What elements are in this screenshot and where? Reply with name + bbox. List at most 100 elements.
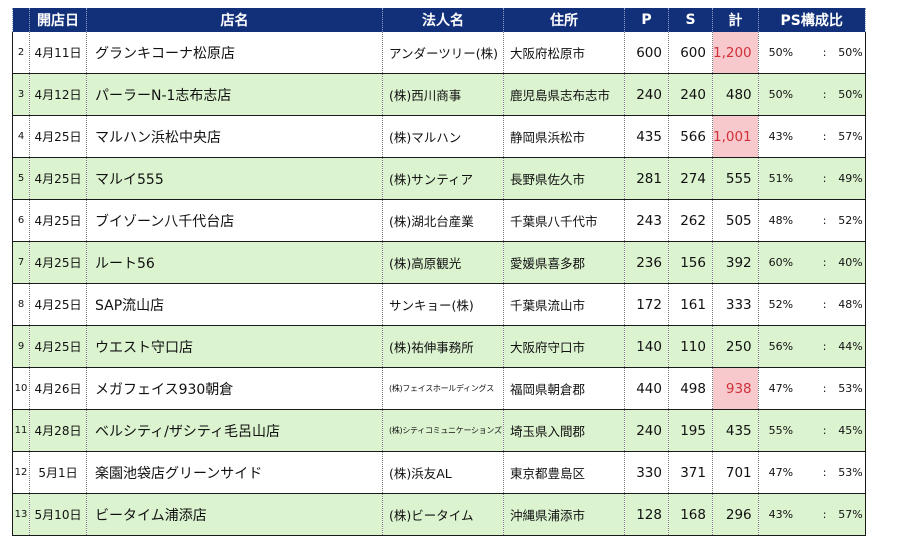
table-row[interactable]: 11 4月28日 ベルシティ/ザシティ毛呂山店 (株)シティコミュニケーションズ 埼玉県… [12,409,866,452]
corporation-cell[interactable]: サンキョー(株) [382,283,504,326]
s-count-cell[interactable]: 168 [668,493,713,536]
address-cell[interactable]: 静岡県浜松市 [503,115,625,158]
p-count-cell[interactable]: 600 [624,32,669,74]
table-row[interactable]: 5 4月25日 マルイ555 (株)サンティア 長野県佐久市 281 274 555 51%:4… [12,157,866,200]
table-row[interactable]: 6 4月25日 ブイゾーン八千代台店 (株)湖北台産業 千葉県八千代市 243 262 505… [12,199,866,242]
s-count-cell[interactable]: 110 [668,325,713,368]
total-count-cell[interactable]: 435 [712,409,759,452]
ps-ratio-cell[interactable]: 47%:53% [757,367,866,410]
total-count-cell[interactable]: 480 [712,73,759,116]
ps-ratio-cell[interactable]: 51%:49% [757,157,866,200]
s-count-cell[interactable]: 195 [668,409,713,452]
corporation-cell[interactable]: (株)フェイスホールディングス [382,367,504,410]
ps-ratio-cell[interactable]: 48%:52% [757,199,866,242]
table-row[interactable]: 7 4月25日 ルート56 (株)高原観光 愛媛県喜多郡 236 156 392 60%:40% [12,241,866,284]
opening-date-cell[interactable]: 5月1日 [29,451,87,494]
corporation-cell[interactable]: (株)湖北台産業 [382,199,504,242]
table-row[interactable]: 4 4月25日 マルハン浜松中央店 (株)マルハン 静岡県浜松市 435 566 1,001 4… [12,115,866,158]
s-count-cell[interactable]: 240 [668,73,713,116]
table-row[interactable]: 10 4月26日 メガフェイス930朝倉 (株)フェイスホールディングス 福岡県朝倉郡 4… [12,367,866,410]
opening-date-cell[interactable]: 4月25日 [29,283,87,326]
store-name-cell[interactable]: ルート56 [86,241,383,284]
p-count-cell[interactable]: 435 [624,115,669,158]
store-name-cell[interactable]: 楽園池袋店グリーンサイド [86,451,383,494]
total-count-cell[interactable]: 1,200 [712,32,759,74]
row-number-cell[interactable]: 9 [12,325,30,368]
address-cell[interactable]: 埼玉県入間郡 [503,409,625,452]
ps-ratio-cell[interactable]: 56%:44% [757,325,866,368]
store-name-cell[interactable]: グランキコーナ松原店 [86,32,383,74]
ps-ratio-cell[interactable]: 43%:57% [757,493,866,536]
corporation-cell[interactable]: (株)高原観光 [382,241,504,284]
p-count-cell[interactable]: 240 [624,409,669,452]
p-count-cell[interactable]: 240 [624,73,669,116]
corporation-cell[interactable]: (株)シティコミュニケーションズ [382,409,504,452]
total-count-cell[interactable]: 392 [712,241,759,284]
p-count-cell[interactable]: 172 [624,283,669,326]
header-address[interactable]: 住所 [503,8,625,32]
total-count-cell[interactable]: 938 [712,367,759,410]
s-count-cell[interactable]: 262 [668,199,713,242]
table-row[interactable]: 13 5月10日 ビータイム浦添店 (株)ビータイム 沖縄県浦添市 128 168 296 43… [12,493,866,536]
p-count-cell[interactable]: 330 [624,451,669,494]
ps-ratio-cell[interactable]: 50%:50% [757,32,866,74]
address-cell[interactable]: 東京都豊島区 [503,451,625,494]
total-count-cell[interactable]: 555 [712,157,759,200]
row-number-cell[interactable]: 5 [12,157,30,200]
ps-ratio-cell[interactable]: 60%:40% [757,241,866,284]
p-count-cell[interactable]: 281 [624,157,669,200]
corporation-cell[interactable]: アンダーツリー(株) [382,32,504,74]
opening-date-cell[interactable]: 4月26日 [29,367,87,410]
store-name-cell[interactable]: メガフェイス930朝倉 [86,367,383,410]
opening-date-cell[interactable]: 4月11日 [29,32,87,74]
row-number-cell[interactable]: 2 [12,32,30,74]
address-cell[interactable]: 沖縄県浦添市 [503,493,625,536]
row-number-cell[interactable]: 11 [12,409,30,452]
s-count-cell[interactable]: 161 [668,283,713,326]
header-store-name[interactable]: 店名 [86,8,383,32]
row-number-cell[interactable]: 10 [12,367,30,410]
ps-ratio-cell[interactable]: 47%:53% [757,451,866,494]
opening-date-cell[interactable]: 4月25日 [29,115,87,158]
corporation-cell[interactable]: (株)サンティア [382,157,504,200]
ps-ratio-cell[interactable]: 52%:48% [757,283,866,326]
row-number-cell[interactable]: 4 [12,115,30,158]
p-count-cell[interactable]: 440 [624,367,669,410]
opening-date-cell[interactable]: 4月25日 [29,325,87,368]
store-name-cell[interactable]: ベルシティ/ザシティ毛呂山店 [86,409,383,452]
corporation-cell[interactable]: (株)浜友AL [382,451,504,494]
header-ps-ratio[interactable]: PS構成比 [757,8,866,32]
corporation-cell[interactable]: (株)マルハン [382,115,504,158]
ps-ratio-cell[interactable]: 50%:50% [757,73,866,116]
opening-date-cell[interactable]: 4月25日 [29,157,87,200]
row-number-cell[interactable]: 7 [12,241,30,284]
header-no[interactable] [12,8,30,32]
store-name-cell[interactable]: ブイゾーン八千代台店 [86,199,383,242]
header-p[interactable]: P [624,8,669,32]
row-number-cell[interactable]: 6 [12,199,30,242]
s-count-cell[interactable]: 156 [668,241,713,284]
store-name-cell[interactable]: ビータイム浦添店 [86,493,383,536]
corporation-cell[interactable]: (株)ビータイム [382,493,504,536]
total-count-cell[interactable]: 250 [712,325,759,368]
row-number-cell[interactable]: 13 [12,493,30,536]
address-cell[interactable]: 千葉県流山市 [503,283,625,326]
header-total[interactable]: 計 [712,8,759,32]
s-count-cell[interactable]: 566 [668,115,713,158]
store-name-cell[interactable]: ウエスト守口店 [86,325,383,368]
row-number-cell[interactable]: 8 [12,283,30,326]
store-name-cell[interactable]: マルハン浜松中央店 [86,115,383,158]
total-count-cell[interactable]: 1,001 [712,115,759,158]
corporation-cell[interactable]: (株)祐伸事務所 [382,325,504,368]
opening-date-cell[interactable]: 4月25日 [29,199,87,242]
header-s[interactable]: S [668,8,713,32]
address-cell[interactable]: 大阪府守口市 [503,325,625,368]
total-count-cell[interactable]: 505 [712,199,759,242]
p-count-cell[interactable]: 140 [624,325,669,368]
opening-date-cell[interactable]: 4月28日 [29,409,87,452]
opening-date-cell[interactable]: 5月10日 [29,493,87,536]
address-cell[interactable]: 大阪府松原市 [503,32,625,74]
table-row[interactable]: 9 4月25日 ウエスト守口店 (株)祐伸事務所 大阪府守口市 140 110 250 56%:… [12,325,866,368]
opening-date-cell[interactable]: 4月25日 [29,241,87,284]
ps-ratio-cell[interactable]: 55%:45% [757,409,866,452]
